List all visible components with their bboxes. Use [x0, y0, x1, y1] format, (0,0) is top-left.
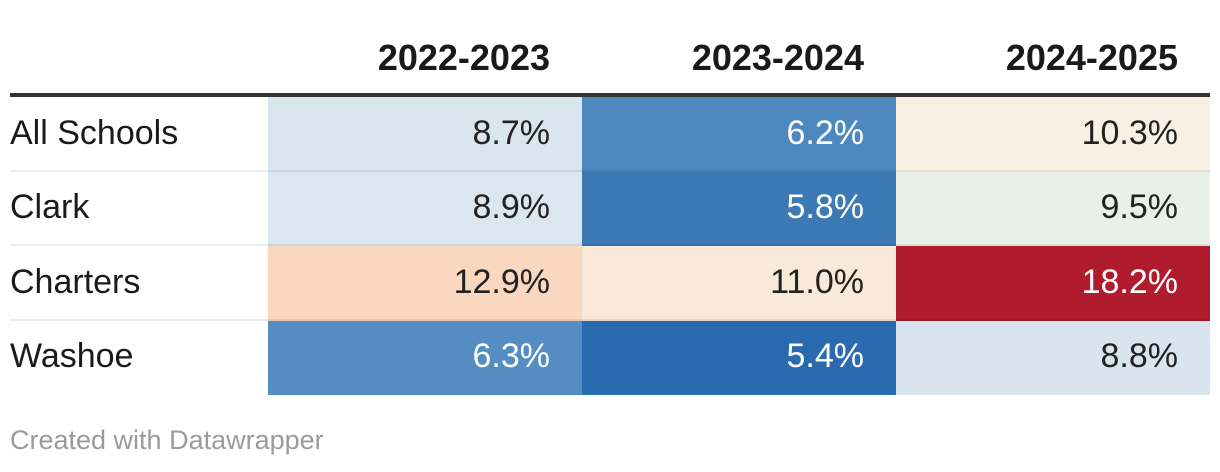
chart-footer: Created with Datawrapper — [10, 425, 1210, 456]
datawrapper-attribution-link[interactable]: Created with Datawrapper — [10, 425, 324, 456]
table-row-washoe: Washoe 6.3% 5.4% 8.8% — [10, 320, 1210, 396]
row-label-clark: Clark — [10, 171, 268, 247]
column-header-2022-2023: 2022-2023 — [268, 0, 582, 98]
column-header-2024-2025: 2024-2025 — [896, 0, 1210, 98]
heatmap-cell: 12.9% — [268, 246, 582, 321]
heatmap-cell: 5.4% — [582, 320, 896, 396]
corner-cell — [10, 0, 268, 98]
heatmap-cell: 8.9% — [268, 171, 582, 247]
heatmap-cell: 10.3% — [896, 97, 1210, 172]
table-row-charters: Charters 12.9% 11.0% 18.2% — [10, 246, 1210, 321]
heatmap-cell: 6.2% — [582, 97, 896, 172]
heatmap-table: 2022-2023 2023-2024 2024-2025 All School… — [10, 0, 1210, 396]
heatmap-cell: 18.2% — [896, 246, 1210, 321]
column-header-2023-2024: 2023-2024 — [582, 0, 896, 98]
heatmap-cell: 9.5% — [896, 171, 1210, 247]
heatmap-table-chart: 2022-2023 2023-2024 2024-2025 All School… — [10, 0, 1210, 456]
row-label-washoe: Washoe — [10, 320, 268, 396]
heatmap-cell: 6.3% — [268, 320, 582, 396]
row-label-charters: Charters — [10, 246, 268, 321]
heatmap-cell: 11.0% — [582, 246, 896, 321]
heatmap-cell: 8.8% — [896, 320, 1210, 396]
table-row-clark: Clark 8.9% 5.8% 9.5% — [10, 171, 1210, 247]
heatmap-cell: 8.7% — [268, 97, 582, 172]
heatmap-cell: 5.8% — [582, 171, 896, 247]
header-row: 2022-2023 2023-2024 2024-2025 — [10, 0, 1210, 98]
row-label-all-schools: All Schools — [10, 97, 268, 172]
table-row-all-schools: All Schools 8.7% 6.2% 10.3% — [10, 97, 1210, 172]
